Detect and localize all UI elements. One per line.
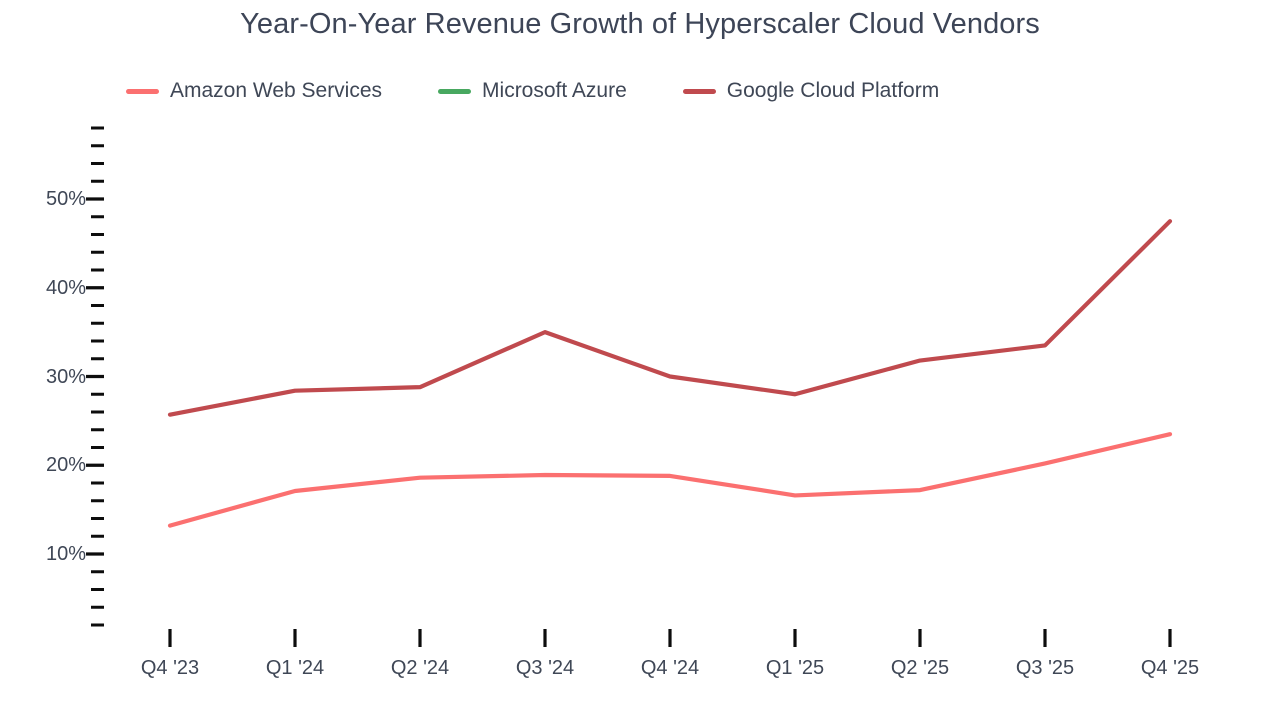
legend-swatch-icon <box>682 88 716 94</box>
y-axis-tick-label: 50% <box>45 188 86 210</box>
series-line-3 <box>167 219 1173 417</box>
legend-swatch-icon <box>126 88 159 94</box>
x-axis-tick-label: Q2 '25 <box>890 657 950 679</box>
y-axis-tick-label: 20% <box>45 454 86 477</box>
x-axis-tick-label: Q1 '25 <box>765 657 825 679</box>
y-axis-tick-label: 10% <box>45 543 86 565</box>
legend-item-1[interactable]: Amazon Web Services <box>126 76 382 106</box>
legend-swatch-icon <box>438 88 472 94</box>
series-line-1 <box>167 432 1173 528</box>
x-axis-tick-label: Q4 '23 <box>140 657 200 679</box>
x-axis-tick-label: Q2 '24 <box>390 657 450 679</box>
y-axis-tick-label: 40% <box>45 276 86 299</box>
x-axis-tick-label: Q4 '25 <box>1140 657 1200 679</box>
y-axis-ticks <box>86 126 104 627</box>
legend-item-label: Amazon Web Services <box>170 79 383 102</box>
x-axis-ticks <box>168 629 1172 647</box>
x-axis-tick-label: Q3 '25 <box>1015 657 1075 679</box>
x-axis-tick-label: Q4 '24 <box>640 657 700 679</box>
x-axis-tick-label: Q1 '24 <box>265 657 325 679</box>
chart-title: Year-On-Year Revenue Growth of Hyperscal… <box>240 8 1040 40</box>
legend-item-label: Microsoft Azure <box>482 79 627 102</box>
legend-item-2[interactable]: Microsoft Azure <box>438 76 627 106</box>
y-axis-tick-label: 30% <box>45 365 86 388</box>
legend-item-3[interactable]: Google Cloud Platform <box>682 76 940 106</box>
chart-legend: Amazon Web Services Microsoft Azure Google… <box>0 76 1280 106</box>
x-axis-tick-label: Q3 '24 <box>515 657 575 679</box>
legend-item-label: Google Cloud Platform <box>726 79 940 102</box>
